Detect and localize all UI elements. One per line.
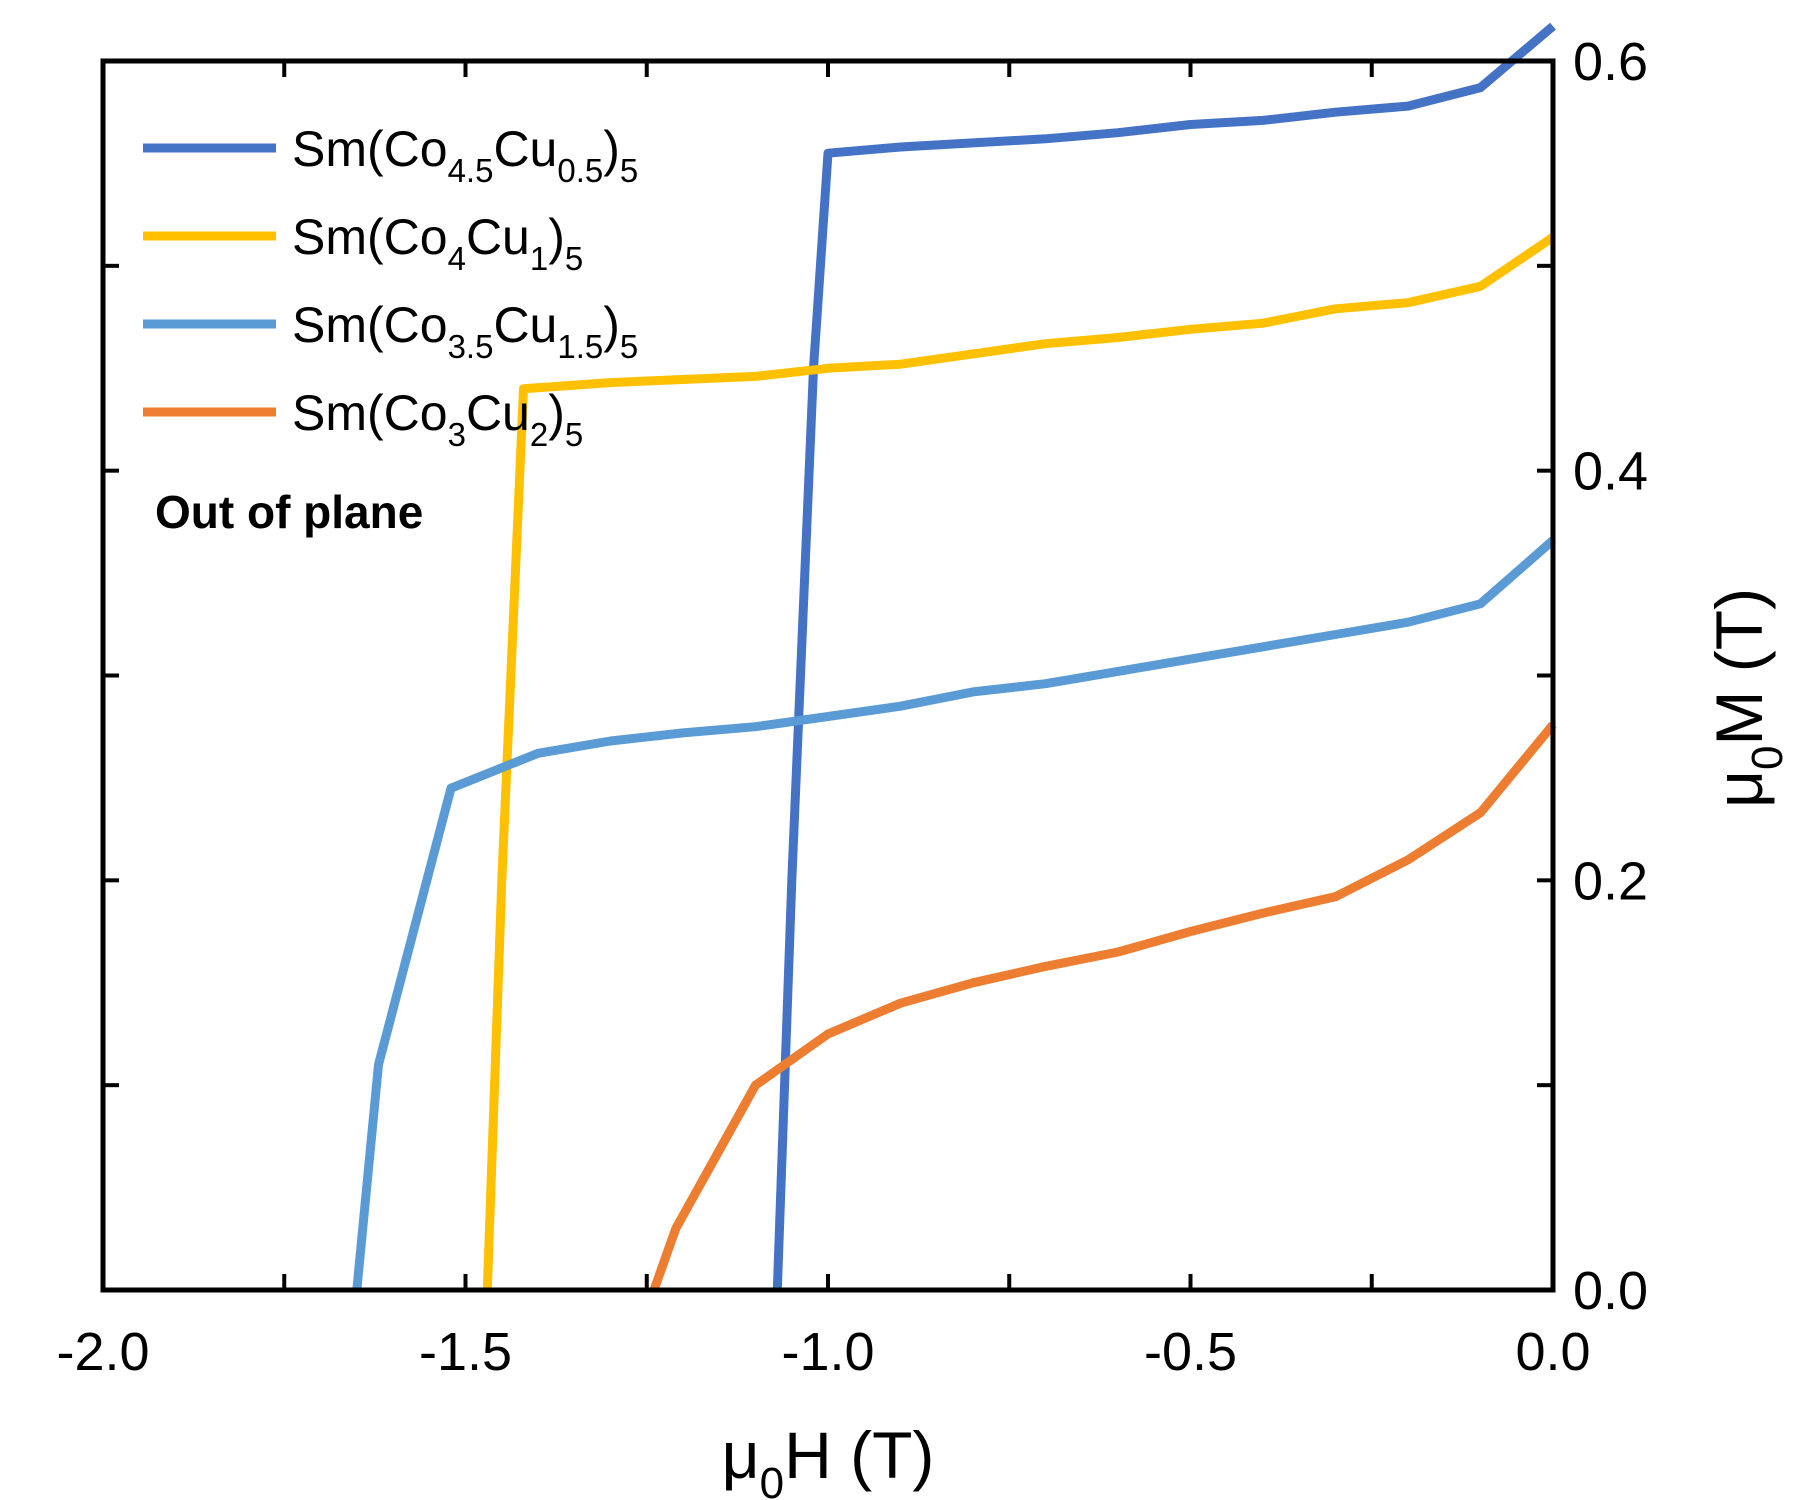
series-layer [352,22,1557,1292]
x-axis-title: μ0H (T) [722,1418,935,1500]
series-line-4 [649,721,1557,1292]
legend-label: Sm(Co4Cu1)5 [292,209,583,277]
y-tick-label: 0.4 [1573,442,1648,502]
series-line-3 [352,536,1556,1291]
x-tick-label: 0.0 [1515,1322,1590,1382]
legend-item-3: Sm(Co3.5Cu1.5)5 [143,297,638,365]
x-tick-label: -2.0 [56,1322,149,1382]
legend-label: Sm(Co4.5Cu0.5)5 [292,121,638,189]
x-tick-label: -0.5 [1144,1322,1237,1382]
legend-item-2: Sm(Co4Cu1)5 [143,209,583,277]
y-tick-label: 0.2 [1573,851,1648,911]
x-tick-label: -1.0 [781,1322,874,1382]
y-axis-title: μ0M (T) [1702,588,1792,808]
legend: Sm(Co4.5Cu0.5)5 Sm(Co4Cu1)5 Sm(Co3.5Cu1.5)… [143,121,638,453]
legend-item-1: Sm(Co4.5Cu0.5)5 [143,121,638,189]
legend-label: Sm(Co3.5Cu1.5)5 [292,297,638,365]
y-tick-label: 0.6 [1573,32,1648,92]
tick-layer: -2.0 -1.5 -1.0 -0.5 0.00.0 0.2 0.4 0.6 [56,32,1648,1382]
series-line-1 [772,22,1556,1291]
annotation-out-of-plane: Out of plane [155,486,423,538]
series-line-2 [482,233,1556,1291]
y-tick-label: 0.0 [1573,1261,1648,1321]
legend-label: Sm(Co3Cu2)5 [292,385,583,453]
x-tick-label: -1.5 [419,1322,512,1382]
legend-item-4: Sm(Co3Cu2)5 [143,385,583,453]
